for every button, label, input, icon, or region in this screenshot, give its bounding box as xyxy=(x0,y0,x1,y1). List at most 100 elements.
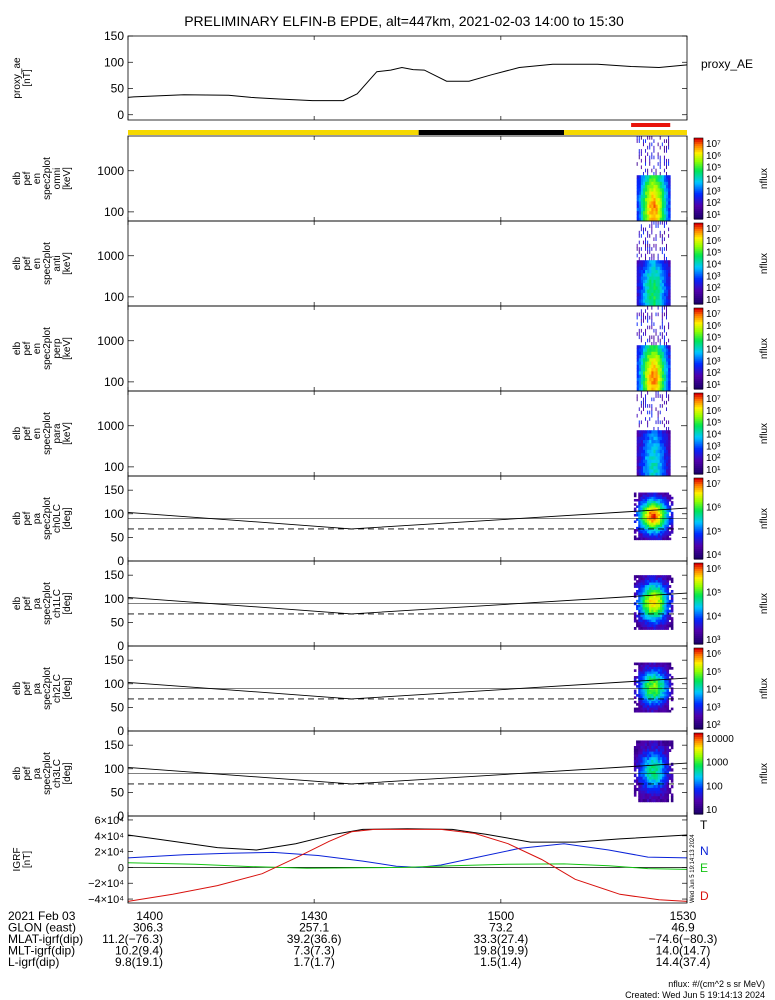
axis-label-line: pef xyxy=(22,511,33,525)
heatmap-cell xyxy=(649,709,652,713)
colorbar-tick-label: 10¹ xyxy=(706,210,721,221)
heatmap-cell xyxy=(640,270,644,274)
heatmap-cell xyxy=(663,230,665,235)
heatmap-cell xyxy=(642,604,646,608)
heatmap-cell xyxy=(662,707,665,711)
heatmap-cell xyxy=(659,247,661,251)
heatmap-cell xyxy=(657,175,661,179)
colorbar-swatch xyxy=(694,316,703,319)
heatmap-cell xyxy=(666,185,669,189)
heatmap-cell xyxy=(668,765,672,769)
proxy_ae-frame xyxy=(127,35,688,121)
colorbar-swatch xyxy=(694,283,703,287)
heatmap-cell xyxy=(649,299,652,304)
colorbar-swatch xyxy=(694,453,703,457)
colorbar-swatch xyxy=(694,297,703,301)
heatmap-cell xyxy=(647,443,650,447)
heatmap-cell xyxy=(640,443,644,447)
heatmap-cell xyxy=(646,680,650,684)
heatmap-cell xyxy=(668,694,672,697)
heatmap-cell xyxy=(659,207,663,212)
heatmap-cell xyxy=(661,332,663,336)
heatmap-cell xyxy=(644,700,648,704)
colorbar-tick-label: 10⁶ xyxy=(706,151,721,162)
heatmap-cell xyxy=(666,446,669,451)
heatmap-cell xyxy=(651,201,654,206)
spec-para-heatmap xyxy=(636,391,671,477)
heatmap-cell xyxy=(644,751,648,755)
heatmap-cell xyxy=(644,619,648,623)
heatmap-cell xyxy=(659,348,663,353)
heatmap-cell xyxy=(651,152,653,157)
heatmap-cell xyxy=(659,662,663,666)
colorbar-swatch xyxy=(694,227,703,230)
heatmap-cell xyxy=(638,384,642,389)
heatmap-cell xyxy=(651,211,654,215)
heatmap-cell xyxy=(659,785,663,789)
heatmap-cell xyxy=(645,348,648,353)
heatmap-cell xyxy=(666,217,669,222)
heatmap-cell xyxy=(653,214,656,219)
heatmap-cell xyxy=(662,614,665,618)
heatmap-cell xyxy=(649,587,652,591)
heatmap-cell xyxy=(646,776,650,780)
heatmap-cell xyxy=(657,433,661,438)
y-tick-label: 50 xyxy=(111,615,125,629)
ephemeris-row-label: MLAT-igrf(dip) xyxy=(8,932,83,946)
heatmap-cell xyxy=(662,667,665,670)
heatmap-cell xyxy=(640,181,644,186)
colorbar-swatch xyxy=(694,184,703,188)
heatmap-cell xyxy=(655,505,659,508)
heatmap-cell xyxy=(659,341,661,346)
heatmap-cell xyxy=(659,622,663,625)
heatmap-cell xyxy=(647,436,650,441)
heatmap-cell xyxy=(668,325,670,330)
y-tick-label: 1000 xyxy=(97,249,124,263)
heatmap-cell xyxy=(651,785,654,789)
heatmap-cell xyxy=(663,358,667,362)
heatmap-cell xyxy=(644,582,648,586)
heatmap-cell xyxy=(655,694,659,697)
heatmap-cell xyxy=(647,319,649,323)
heatmap-cell xyxy=(657,793,661,797)
heatmap-cell xyxy=(655,443,659,447)
heatmap-cell xyxy=(659,799,663,803)
colorbar-swatch xyxy=(694,797,703,801)
heatmap-cell xyxy=(638,263,642,268)
y-tick-label: 0 xyxy=(117,554,124,568)
heatmap-cell xyxy=(638,773,641,778)
heatmap-cell xyxy=(653,526,657,530)
heatmap-cell xyxy=(666,194,669,199)
heatmap-cell xyxy=(662,662,665,666)
heatmap-cell xyxy=(644,680,648,684)
heatmap-cell xyxy=(653,279,656,284)
heatmap-cell xyxy=(636,181,640,186)
colorbar-swatch xyxy=(694,384,703,388)
heatmap-cell xyxy=(655,440,659,444)
heatmap-cell xyxy=(657,214,661,219)
heatmap-cell xyxy=(663,335,665,340)
heatmap-cell xyxy=(638,779,641,783)
colorbar-swatch xyxy=(694,508,703,511)
colorbar-swatch xyxy=(694,146,703,149)
heatmap-cell xyxy=(655,698,659,702)
heatmap-cell xyxy=(664,503,667,506)
heatmap-cell xyxy=(636,472,640,477)
heatmap-cell xyxy=(666,394,667,398)
heatmap-cell xyxy=(642,355,646,359)
heatmap-cell xyxy=(645,345,648,349)
heatmap-cell xyxy=(653,669,657,672)
heatmap-cell xyxy=(638,698,641,702)
heatmap-cell xyxy=(644,535,648,539)
heatmap-cell xyxy=(657,533,661,536)
heatmap-cell xyxy=(662,516,665,519)
heatmap-cell xyxy=(651,604,654,608)
heatmap-cell xyxy=(657,253,659,258)
heatmap-cell xyxy=(666,472,669,477)
axis-label-line: elb xyxy=(12,256,23,270)
heatmap-cell xyxy=(649,771,652,775)
heatmap-cell xyxy=(638,771,641,775)
heatmap-cell xyxy=(653,594,657,598)
heatmap-cell xyxy=(662,685,665,688)
heatmap-cell xyxy=(657,509,661,513)
